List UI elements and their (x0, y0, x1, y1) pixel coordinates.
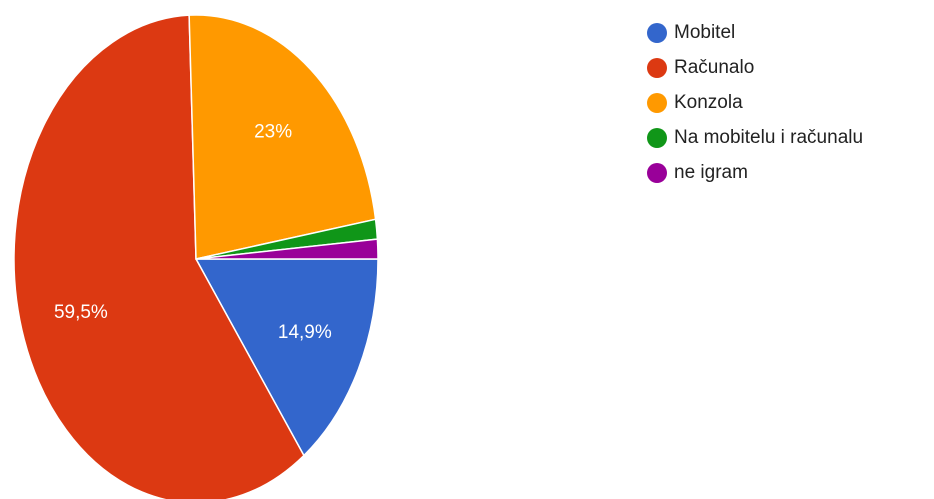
legend-label: Konzola (674, 92, 743, 113)
pie-slice (195, 238, 379, 260)
slice-label: 14,9% (278, 322, 332, 343)
legend-swatch (647, 58, 667, 78)
pie-slice (194, 258, 379, 457)
pie-slice (13, 14, 305, 499)
legend-label: Računalo (674, 57, 754, 78)
legend-label: ne igram (674, 162, 748, 183)
slice-label: 23% (254, 121, 292, 142)
slice-label: 59,5% (54, 302, 108, 323)
pie-slice (188, 14, 377, 260)
legend-label: Mobitel (674, 22, 735, 43)
legend-swatch (647, 93, 667, 113)
legend-swatch (647, 163, 667, 183)
legend-swatch (647, 128, 667, 148)
legend-label: Na mobitelu i računalu (674, 127, 863, 148)
legend-swatch (647, 23, 667, 43)
